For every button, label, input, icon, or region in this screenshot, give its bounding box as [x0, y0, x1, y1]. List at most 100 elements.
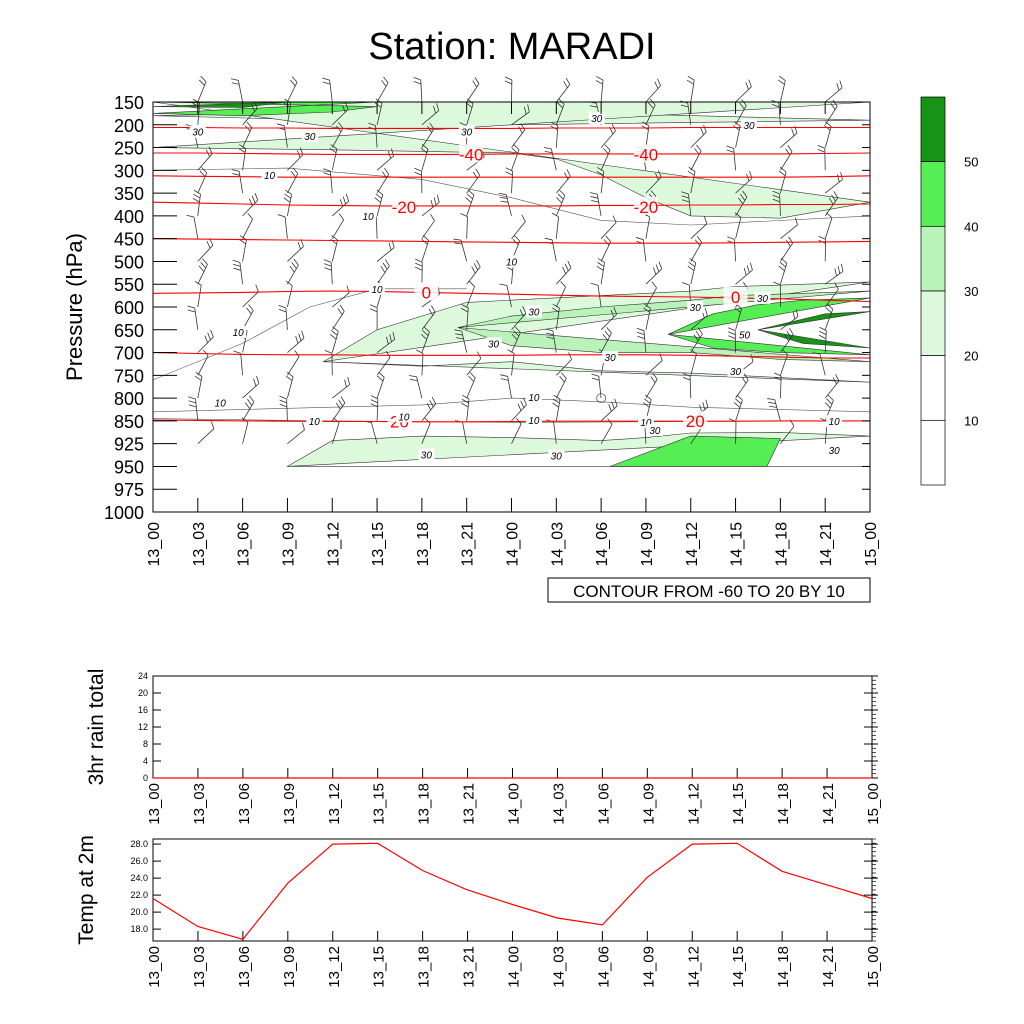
- wind-barb: [197, 238, 214, 262]
- speed-label-bg: [503, 255, 520, 268]
- wind-barb-flag: [370, 399, 378, 404]
- speed-contour-label: 30: [192, 128, 204, 139]
- wind-barb-staff: [690, 131, 707, 148]
- contour-info-box: [547, 577, 871, 603]
- wind-barb: [728, 327, 736, 353]
- speed-contour-label: 30: [304, 132, 316, 143]
- wind-barb-flag: [460, 213, 468, 218]
- wind-barb-flag: [277, 214, 286, 218]
- wind-barb: [727, 236, 736, 262]
- wind-barb-staff: [242, 199, 259, 217]
- wind-barb-staff: [780, 132, 798, 148]
- wind-barb: [192, 189, 201, 216]
- wind-barb: [820, 417, 828, 444]
- wind-barb-staff: [421, 353, 424, 376]
- wind-barb-staff: [511, 221, 526, 239]
- wind-barb: [241, 417, 249, 444]
- wind-barb-flag: [699, 404, 703, 413]
- wind-barb: [600, 307, 618, 331]
- wind-barb-flag: [283, 197, 291, 203]
- wind-barb-flag: [779, 166, 787, 173]
- wind-barb: [242, 304, 254, 330]
- wind-barb-flag: [206, 241, 211, 249]
- wind-barb-flag: [521, 214, 526, 222]
- wind-barb-flag: [285, 375, 293, 382]
- wind-barb-flag: [834, 282, 839, 290]
- wind-barb-flag: [590, 282, 599, 286]
- speed-contour-label: 10: [640, 418, 652, 429]
- temp-contour-label: 20: [686, 412, 705, 431]
- wind-barb-staff: [197, 336, 214, 353]
- wind-barb-staff: [511, 353, 515, 376]
- wind-barb-flag: [188, 400, 197, 404]
- wind-barb: [641, 121, 650, 148]
- wind-barb-flag: [415, 258, 423, 263]
- wind-barb: [369, 304, 378, 330]
- wind-barb-flag: [517, 403, 522, 411]
- speed-contour-label: 10: [309, 417, 321, 428]
- wind-barb-staff: [239, 262, 243, 285]
- y-tick-label: 1000: [104, 503, 144, 523]
- wind-barb: [232, 259, 243, 285]
- wind-barb-flag: [255, 284, 259, 292]
- wind-barb-staff: [466, 83, 480, 103]
- speed-label-bg: [602, 351, 619, 364]
- wind-barb-staff: [600, 424, 613, 444]
- wind-barb-staff: [240, 353, 243, 376]
- y-tick-label: 750: [114, 366, 144, 386]
- wind-barb-flag: [643, 307, 650, 313]
- wind-barb-flag: [239, 239, 246, 245]
- speed-contour-line: [153, 288, 467, 381]
- wind-barb-flag: [767, 398, 775, 401]
- labelbar-label: 30: [964, 284, 978, 299]
- wind-barb-flag: [471, 266, 476, 274]
- wind-barb-flag: [344, 379, 347, 388]
- wind-barb-flag: [294, 350, 300, 357]
- wind-barb: [824, 99, 838, 126]
- y-tick-label: 650: [114, 321, 144, 341]
- wind-barb: [545, 328, 557, 353]
- wind-barb: [230, 78, 243, 103]
- wind-barb: [239, 235, 247, 262]
- wind-barb: [322, 77, 333, 103]
- wind-barb-flag: [749, 262, 753, 271]
- wind-barb: [780, 217, 798, 240]
- temp-contour-label: 0: [422, 283, 431, 302]
- panel-y-tick-label: 24.0: [130, 873, 148, 883]
- wind-barb-staff: [824, 106, 838, 126]
- panel-x-tick-label: 14_00: [506, 783, 523, 825]
- wind-barb: [376, 148, 395, 171]
- wind-barb-flag: [819, 330, 827, 335]
- wind-barb-flag: [742, 190, 748, 198]
- wind-barb-flag: [519, 309, 524, 317]
- wind-barb: [635, 237, 647, 262]
- wind-barb-flag: [511, 333, 518, 341]
- wind-barb-flag: [513, 330, 520, 337]
- y-tick-label: 500: [114, 252, 144, 272]
- y-tick-label: 300: [114, 161, 144, 181]
- speed-contour-label: 30: [461, 128, 473, 139]
- wind-barb-staff: [780, 151, 793, 171]
- wind-barb: [556, 260, 572, 285]
- wind-barb: [591, 373, 602, 399]
- speed-contour-label: 30: [757, 294, 769, 305]
- y-tick-label: 950: [114, 457, 144, 477]
- wind-barb-flag: [590, 196, 599, 199]
- wind-barb-flag: [499, 196, 508, 199]
- wind-barb-flag: [420, 147, 428, 154]
- wind-barb-flag: [322, 77, 330, 81]
- wind-barb-flag: [636, 241, 644, 244]
- wind-barb: [773, 372, 782, 399]
- wind-barb: [824, 172, 843, 194]
- wind-barb-flag: [818, 235, 826, 240]
- panel-x-tick-label: 14_12: [685, 946, 702, 988]
- wind-barb-staff: [555, 216, 559, 239]
- panel-x-tick-label: 13_00: [146, 783, 163, 825]
- panel-y-tick-label: 20: [138, 688, 148, 698]
- wind-barb-flag: [292, 167, 299, 174]
- wind-barb: [330, 235, 339, 262]
- wind-barb-flag: [602, 147, 609, 155]
- temp-label-bg: [723, 286, 748, 305]
- wind-barb-staff: [553, 421, 557, 444]
- wind-barb-flag: [369, 308, 378, 313]
